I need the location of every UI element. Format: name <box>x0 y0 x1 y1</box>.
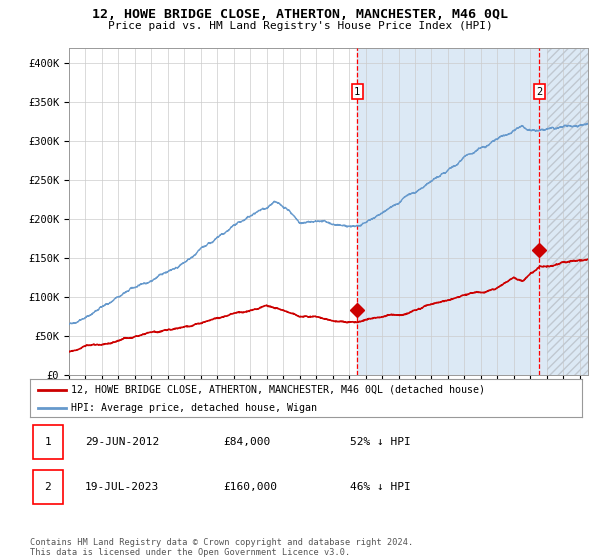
FancyBboxPatch shape <box>33 470 63 503</box>
Text: HPI: Average price, detached house, Wigan: HPI: Average price, detached house, Wiga… <box>71 403 317 413</box>
FancyBboxPatch shape <box>33 425 63 459</box>
Text: 19-JUL-2023: 19-JUL-2023 <box>85 482 160 492</box>
Text: 46% ↓ HPI: 46% ↓ HPI <box>350 482 411 492</box>
Bar <box>358 48 588 375</box>
Text: 2: 2 <box>536 87 542 97</box>
Bar <box>547 48 588 375</box>
Text: Price paid vs. HM Land Registry's House Price Index (HPI): Price paid vs. HM Land Registry's House … <box>107 21 493 31</box>
Text: £160,000: £160,000 <box>223 482 277 492</box>
Text: 1: 1 <box>44 437 52 447</box>
Text: 52% ↓ HPI: 52% ↓ HPI <box>350 437 411 447</box>
Text: 29-JUN-2012: 29-JUN-2012 <box>85 437 160 447</box>
Text: 2: 2 <box>44 482 52 492</box>
Text: Contains HM Land Registry data © Crown copyright and database right 2024.
This d: Contains HM Land Registry data © Crown c… <box>30 538 413 557</box>
Text: £84,000: £84,000 <box>223 437 271 447</box>
Text: 1: 1 <box>354 87 361 97</box>
Text: 12, HOWE BRIDGE CLOSE, ATHERTON, MANCHESTER, M46 0QL: 12, HOWE BRIDGE CLOSE, ATHERTON, MANCHES… <box>92 8 508 21</box>
Text: 12, HOWE BRIDGE CLOSE, ATHERTON, MANCHESTER, M46 0QL (detached house): 12, HOWE BRIDGE CLOSE, ATHERTON, MANCHES… <box>71 385 485 395</box>
